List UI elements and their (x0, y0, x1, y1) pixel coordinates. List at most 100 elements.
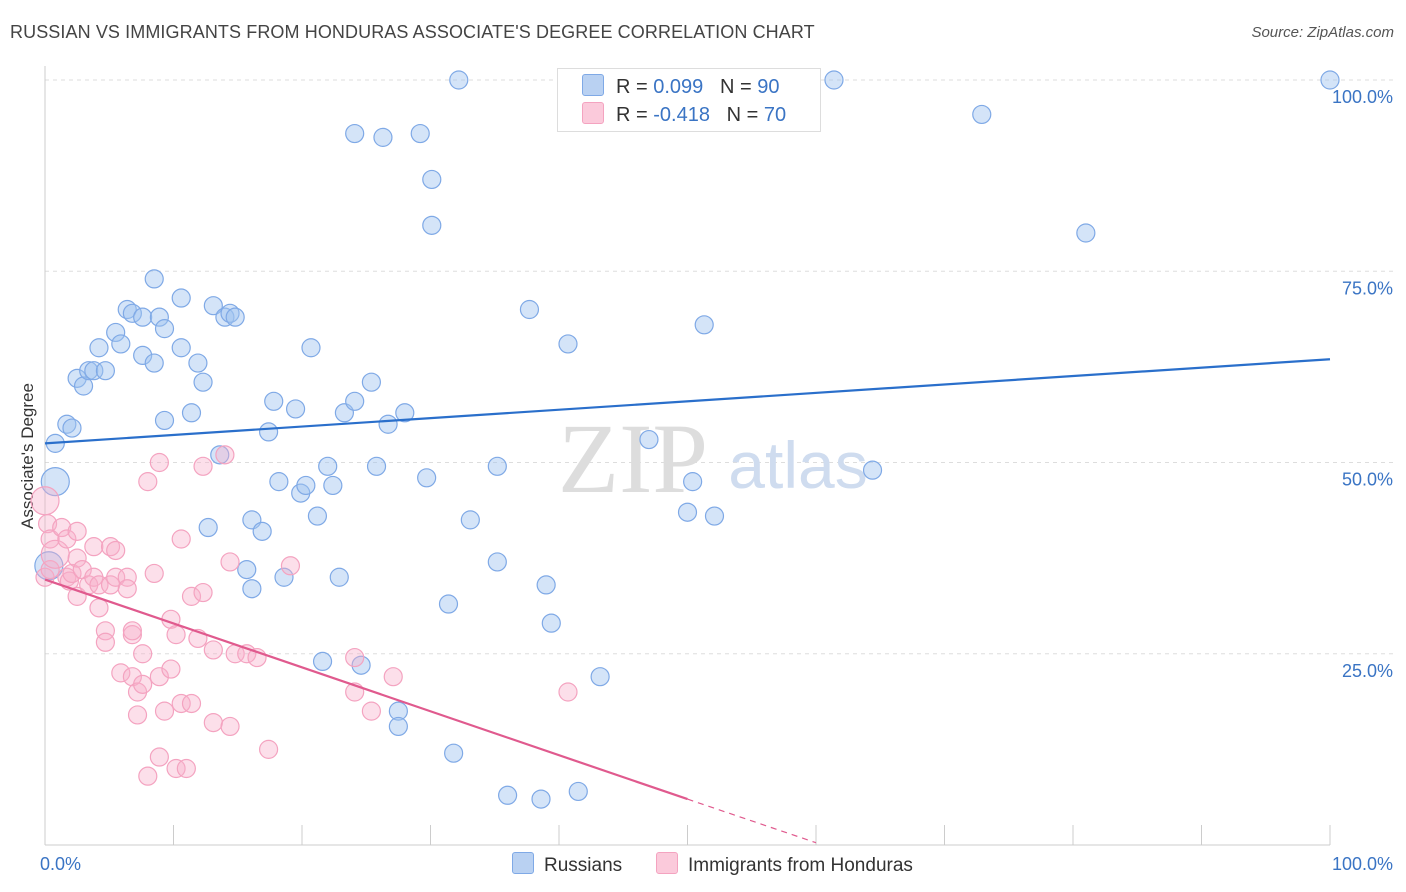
honduras-point (166, 758, 186, 779)
honduras-point (383, 667, 403, 687)
tick-label-layer: 25.0% 50.0% 75.0% 100.0% 0.0% 100.0% (40, 87, 1393, 874)
russian-point (694, 315, 714, 335)
russian-point (252, 521, 272, 541)
y-tick-label: 75.0% (1342, 278, 1393, 298)
russian-point (449, 70, 469, 90)
points-layer (30, 70, 1340, 809)
honduras-point (193, 456, 213, 476)
honduras-point (57, 529, 77, 549)
russian-point (677, 502, 698, 522)
trend-line-honduras (44, 578, 688, 801)
watermark: ZIP atlas (558, 403, 868, 514)
russian-point (683, 472, 703, 492)
honduras-point (203, 640, 223, 660)
honduras-point (171, 693, 191, 714)
russian-point (1076, 223, 1096, 243)
honduras-point (203, 712, 223, 733)
russian-point (373, 127, 393, 147)
y-tick-label: 25.0% (1342, 661, 1393, 681)
russian-point (568, 781, 588, 802)
russian-point (312, 651, 333, 672)
russian-point (89, 338, 109, 358)
honduras-point (117, 579, 137, 599)
russian-point (422, 215, 442, 235)
x-tick-label: 100.0% (1332, 854, 1393, 874)
bottom-legend-label-russians: Russians (544, 855, 623, 876)
russian-point (133, 345, 153, 365)
honduras-point (95, 621, 115, 641)
russian-point (704, 506, 725, 526)
bottom-legend-label-honduras: Immigrants from Honduras (688, 855, 913, 876)
russian-point (862, 460, 883, 480)
y-tick-label: 100.0% (1332, 87, 1393, 107)
russian-point (541, 613, 561, 633)
russian-point (487, 552, 507, 572)
honduras-point (37, 514, 58, 534)
y-tick-label: 50.0% (1342, 470, 1393, 490)
russian-point (296, 475, 316, 496)
russian-point (329, 567, 349, 587)
russian-point (122, 303, 142, 323)
russian-point (84, 361, 104, 381)
honduras-point (122, 621, 142, 641)
bottom-legend-russians: Russians (512, 852, 622, 877)
russian-point (536, 575, 556, 595)
russian-point (111, 334, 131, 354)
russian-point (133, 307, 153, 327)
russian-point (351, 655, 371, 675)
russian-point (388, 716, 408, 737)
honduras-point (144, 563, 164, 584)
honduras-point (117, 567, 137, 587)
russian-point (149, 307, 169, 327)
trend-line-russians (44, 358, 1331, 445)
honduras-point (149, 667, 169, 687)
russian-point (395, 403, 415, 423)
honduras-point (166, 625, 186, 645)
russian-point (181, 403, 202, 423)
honduras-point (106, 540, 126, 561)
honduras-point (280, 556, 301, 576)
honduras-point (111, 663, 131, 683)
russian-point (422, 169, 442, 190)
legend-r-value-russians: 0.099 (653, 76, 704, 98)
honduras-point (95, 632, 115, 652)
russian-point (519, 299, 540, 320)
honduras-point (52, 517, 72, 538)
russian-point (95, 361, 115, 381)
honduras-point (558, 682, 578, 702)
honduras-point (138, 766, 158, 786)
legend-row-honduras: R = -0.418 N = 70 (582, 102, 786, 126)
russian-point (171, 338, 191, 358)
russian-point (269, 472, 289, 492)
honduras-point (67, 521, 87, 541)
honduras-point (181, 693, 202, 714)
russian-point (410, 123, 430, 144)
honduras-point (100, 537, 121, 557)
honduras-point (62, 563, 82, 584)
russian-point (590, 667, 610, 687)
russian-point (558, 334, 578, 354)
honduras-point (127, 705, 148, 725)
russian-point (388, 701, 408, 721)
honduras-point (30, 486, 60, 516)
russian-point (67, 368, 87, 388)
russian-point (215, 307, 235, 327)
russian-point (79, 361, 99, 381)
russian-point (1320, 70, 1340, 90)
honduras-point (171, 529, 191, 549)
russian-point (378, 414, 398, 434)
legend-r-value-honduras: -0.418 (653, 104, 710, 126)
axis-layer (44, 66, 1331, 846)
russian-point (285, 399, 306, 419)
russian-point (438, 594, 459, 614)
russian-point (972, 104, 992, 125)
honduras-point (258, 739, 279, 759)
honduras-point (181, 586, 202, 606)
russian-point (301, 338, 321, 358)
russian-point (460, 510, 480, 530)
russian-point (154, 410, 175, 431)
honduras-point (138, 472, 158, 492)
bottom-legend-swatch-honduras (656, 852, 678, 874)
honduras-point (67, 548, 87, 568)
